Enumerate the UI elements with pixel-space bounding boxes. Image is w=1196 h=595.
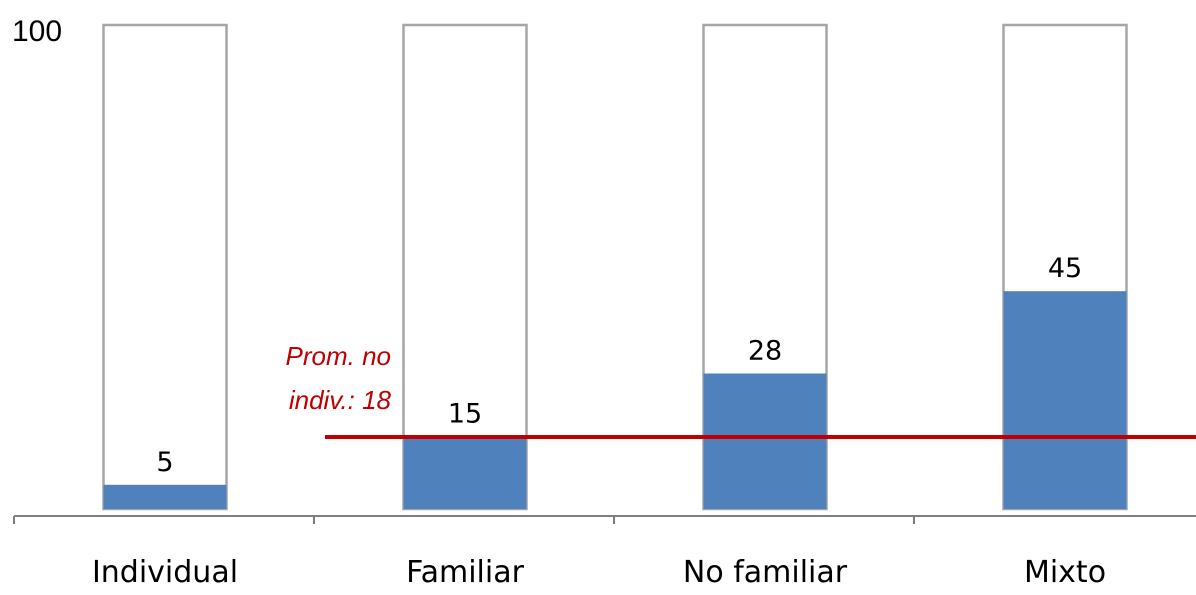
- bar-0: [103, 484, 227, 509]
- reference-line-label-line1: Prom. no: [286, 341, 392, 371]
- data-label-0: 5: [156, 447, 173, 478]
- data-label-2: 28: [748, 335, 782, 366]
- category-label-2: No familiar: [683, 555, 848, 590]
- category-labels: Individual Familiar No familiar Mixto: [92, 555, 1106, 590]
- category-label-0: Individual: [92, 555, 238, 590]
- y-axis-max-label: 100: [12, 15, 62, 48]
- category-label-3: Mixto: [1024, 555, 1106, 590]
- reference-line-label-line2: indiv.: 18: [289, 385, 392, 415]
- bar-frame-0: [102, 23, 228, 511]
- bar-1: [403, 436, 527, 509]
- data-label-1: 15: [448, 398, 482, 429]
- bar-2: [703, 373, 827, 509]
- bars: [103, 291, 1127, 509]
- category-label-1: Familiar: [406, 555, 524, 590]
- x-axis-ticks: [13, 516, 915, 524]
- bar-3: [1003, 291, 1127, 509]
- data-label-3: 45: [1048, 253, 1082, 284]
- data-labels: 5 15 28 45: [156, 253, 1082, 478]
